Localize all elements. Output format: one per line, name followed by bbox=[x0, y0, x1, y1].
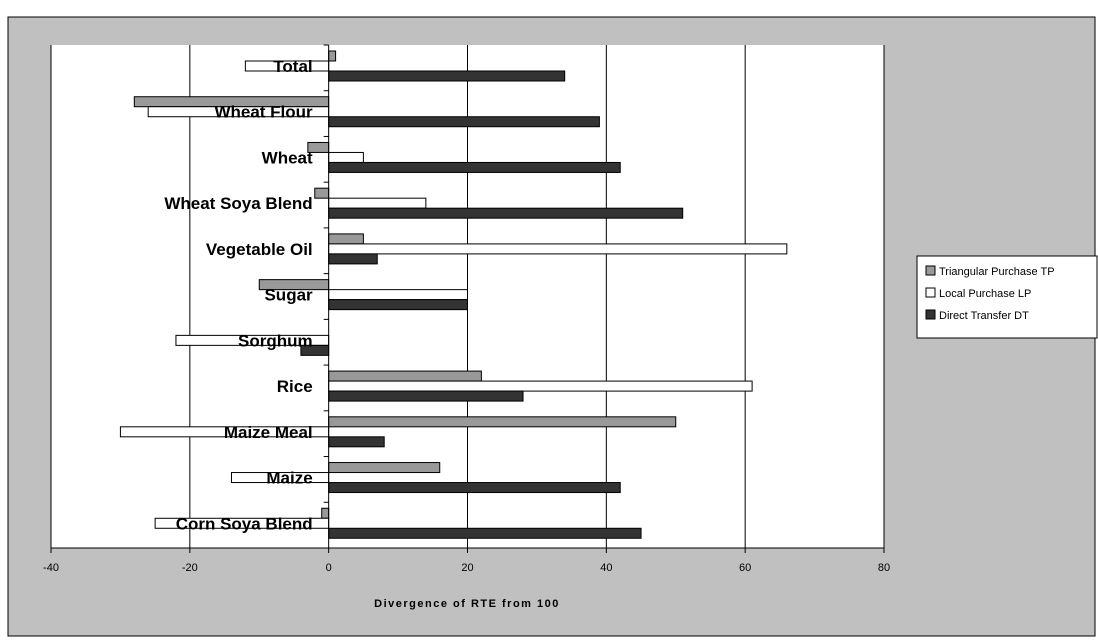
x-tick-label: 60 bbox=[739, 562, 751, 574]
bar bbox=[328, 50, 337, 62]
legend: Triangular Purchase TP Local Purchase LP D… bbox=[916, 255, 1098, 339]
x-tick-label: 40 bbox=[600, 562, 612, 574]
bar bbox=[328, 116, 600, 128]
bar bbox=[328, 197, 427, 209]
category-label: Maize bbox=[266, 469, 312, 488]
category-label: Sorghum bbox=[238, 331, 313, 350]
bar bbox=[328, 253, 378, 265]
bar bbox=[328, 161, 621, 173]
bar bbox=[328, 390, 524, 402]
bar bbox=[328, 207, 684, 219]
category-label: Wheat Soya Blend bbox=[164, 194, 312, 213]
category-label: Wheat Flour bbox=[214, 103, 313, 122]
x-tick-label: 80 bbox=[878, 562, 890, 574]
category-labels: Total Wheat Flour Wheat Wheat Soya Blend Veg… bbox=[164, 57, 313, 533]
bar bbox=[328, 289, 468, 301]
category-label: Rice bbox=[277, 377, 313, 396]
category-label: Vegetable Oil bbox=[206, 240, 313, 259]
axes bbox=[50, 44, 885, 553]
bar bbox=[328, 436, 385, 448]
x-tick-labels: -40 -20 0 20 40 60 80 bbox=[43, 562, 890, 574]
bar bbox=[328, 233, 364, 245]
legend-box bbox=[916, 255, 1098, 339]
bar bbox=[321, 507, 330, 519]
x-axis-title: Divergence of RTE from 100 bbox=[374, 598, 560, 610]
category-label: Corn Soya Blend bbox=[176, 514, 313, 533]
bar bbox=[328, 299, 468, 311]
x-tick-label: 0 bbox=[326, 562, 332, 574]
bar bbox=[314, 187, 330, 199]
legend-label: Triangular Purchase TP bbox=[939, 266, 1055, 278]
bars bbox=[119, 50, 788, 539]
category-label: Sugar bbox=[264, 286, 313, 305]
bar bbox=[328, 151, 364, 163]
bar bbox=[328, 70, 566, 82]
x-tick-label: -40 bbox=[43, 562, 59, 574]
bar bbox=[328, 380, 753, 392]
legend-swatch bbox=[925, 287, 936, 298]
category-label: Wheat bbox=[262, 148, 313, 167]
legend-swatch bbox=[925, 265, 936, 276]
bar bbox=[328, 243, 788, 255]
bar bbox=[328, 416, 677, 428]
bar bbox=[328, 370, 482, 382]
legend-swatch bbox=[925, 309, 936, 320]
bar bbox=[328, 482, 621, 494]
x-tick-label: 20 bbox=[461, 562, 473, 574]
legend-label: Local Purchase LP bbox=[939, 288, 1031, 300]
legend-label: Direct Transfer DT bbox=[939, 310, 1029, 322]
bar bbox=[328, 527, 642, 539]
category-label: Total bbox=[273, 57, 312, 76]
bar bbox=[328, 462, 441, 474]
x-tick-label: -20 bbox=[182, 562, 198, 574]
category-label: Maize Meal bbox=[224, 423, 313, 442]
